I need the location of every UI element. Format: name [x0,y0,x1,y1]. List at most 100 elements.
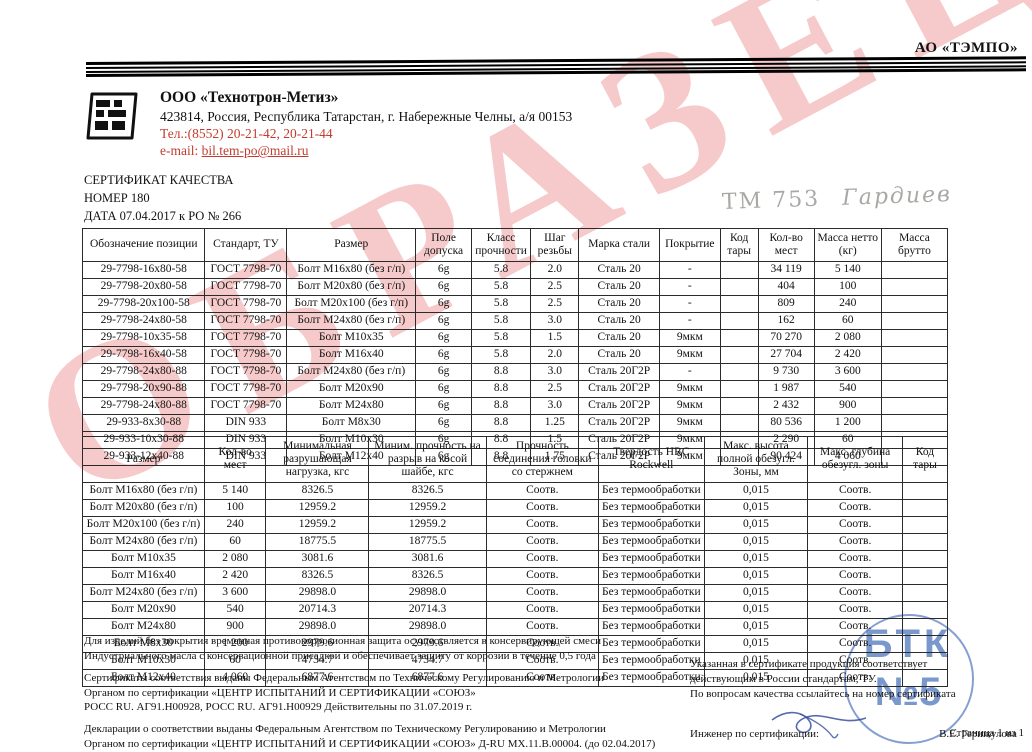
table-row: 29-7798-24x80-88 ГОСТ 7798-70 Болт M24x80 … [81,362,949,381]
mech-cell-r5-c5: Без термообработки [598,566,705,585]
products-cell-r7-c3: 6g [415,379,472,398]
products-cell-r8-c2: Болт M24x80 [286,396,417,415]
mech-cell-r8-c2: 29898.0 [265,617,370,636]
mech-cell-r7-c3: 20714.3 [368,600,487,619]
products-cell-r5-c6: Сталь 20 [578,345,660,364]
products-cell-r7-c8 [719,379,759,398]
mech-cell-r2-c6: 0,015 [703,515,809,534]
products-cell-r4-c9: 70 270 [757,328,815,347]
mech-cell-r7-c0: Болт M20x90 [82,600,205,619]
mech-cell-r8-c0: Болт M24x80 [82,617,205,636]
mech-cell-r1-c5: Без термообработки [598,498,705,517]
mech-cell-r1-c4: Соотв. [485,498,600,517]
products-cell-r9-c5: 1.25 [530,413,580,432]
products-cell-r7-c1: ГОСТ 7798-70 [204,379,288,398]
products-cell-r3-c9: 162 [757,311,815,330]
mech-cell-r5-c6: 0,015 [703,566,809,585]
products-cell-r9-c3: 6g [415,413,472,432]
mech-cell-r7-c2: 20714.3 [265,600,370,619]
products-cell-r1-c8 [719,277,759,296]
products-cell-r1-c9: 404 [757,277,815,296]
mech-col-header-8: Код тары [901,436,949,483]
products-cell-r9-c8 [719,413,759,432]
table-row: 29-7798-16x80-58 ГОСТ 7798-70 Болт M16x80 … [81,260,949,279]
footer-note-line-4: Органом по сертификации «ЦЕНТР ИСПЫТАНИЙ… [84,686,476,699]
mech-cell-r3-c3: 18775.5 [368,532,487,551]
products-cell-r7-c7: 9мкм [658,379,721,398]
mech-cell-r5-c8 [901,566,949,585]
products-cell-r3-c7: - [658,311,721,330]
products-cell-r5-c7: 9мкм [658,345,721,364]
mech-cell-r11-c1: 4 060 [203,668,267,687]
header-rule-lines [86,56,1026,78]
products-cell-r0-c6: Сталь 20 [578,260,660,279]
mech-cell-r3-c5: Без термообработки [598,532,705,551]
mech-cell-r0-c2: 8326.5 [265,481,370,500]
products-cell-r2-c7: - [658,294,721,313]
table-row: 29-7798-10x35-58 ГОСТ 7798-70 Болт M10x35 6… [81,328,949,347]
products-cell-r1-c10: 100 [813,277,882,296]
mech-cell-r1-c1: 100 [203,498,267,517]
mech-cell-r1-c0: Болт M20x80 (без г/п) [82,498,205,517]
mech-cell-r6-c3: 29898.0 [368,583,487,602]
table-row: 29-7798-20x90-88 ГОСТ 7798-70 Болт M20x90 6… [81,379,949,398]
table-row: Болт M10x30 60 4734.7 4734.7 Соотв. Без термо… [82,651,949,670]
mech-cell-r0-c5: Без термообработки [598,481,705,500]
email-link[interactable]: bil.tem-po@mail.ru [201,143,309,159]
products-cell-r9-c1: DIN 933 [204,413,288,432]
table-row: 29-933-8x30-88 DIN 933 Болт M8x30 6g 8.8 1.25… [81,413,949,432]
mech-cell-r6-c8 [901,583,949,602]
products-cell-r0-c1: ГОСТ 7798-70 [204,260,288,279]
mech-cell-r1-c2: 12959.2 [265,498,370,517]
table-row: Болт M16x80 (без г/п) 5 140 8326.5 8326.5 Со… [82,481,949,500]
products-cell-r3-c5: 3.0 [530,311,580,330]
products-cell-r2-c3: 6g [415,294,472,313]
table-row: 29-7798-16x40-58 ГОСТ 7798-70 Болт M16x40 6… [81,345,949,364]
products-col-header-0: Обозначение позиции [81,228,206,262]
mech-cell-r8-c7: Соотв. [807,617,903,636]
table-row: 29-7798-20x80-58 ГОСТ 7798-70 Болт M20x80 … [81,277,949,296]
products-cell-r8-c8 [719,396,759,415]
mech-cell-r3-c1: 60 [203,532,267,551]
mech-cell-r3-c4: Соотв. [485,532,600,551]
products-cell-r0-c9: 34 119 [757,260,815,279]
table-row: 29-7798-24x80-58 ГОСТ 7798-70 Болт M24x80 … [81,311,949,330]
products-cell-r3-c4: 5.8 [470,311,532,330]
mech-cell-r6-c1: 3 600 [203,583,267,602]
table-row: Болт M8x30 1 200 2979.6 2979.6 Соотв. Без тер… [82,634,949,653]
products-cell-r3-c2: Болт M24x80 (без г/п) [286,311,417,330]
mech-col-header-3: Миним. прочность на разрыв на косой шайб… [368,436,487,483]
products-cell-r3-c6: Сталь 20 [578,311,660,330]
products-cell-r2-c1: ГОСТ 7798-70 [204,294,288,313]
products-cell-r6-c8 [719,362,759,381]
products-col-header-6: Марка стали [578,228,660,262]
mech-cell-r0-c3: 8326.5 [368,481,487,500]
table-row: Болт M20x100 (без г/п) 240 12959.2 12959.2 С… [82,515,949,534]
signature-label: Инженер по сертификации: [690,727,820,740]
products-cell-r7-c9: 1 987 [757,379,815,398]
company-phone: Тел.:(8552) 20-21-42, 20-21-44 [160,126,333,142]
mech-cell-r3-c2: 18775.5 [265,532,370,551]
signatory-name: В.Е. Гершкулова [939,727,1017,740]
mech-cell-r3-c7: Соотв. [807,532,903,551]
products-cell-r8-c1: ГОСТ 7798-70 [204,396,288,415]
products-cell-r5-c5: 2.0 [530,345,580,364]
mech-cell-r6-c4: Соотв. [485,583,600,602]
products-cell-r8-c6: Сталь 20Г2Р [578,396,660,415]
products-col-header-8: Код тары [719,228,759,262]
mech-cell-r11-c5: Без термообработки [598,668,705,687]
footer-note-line-5: РОСС RU. АГ91.Н00928, РОСС RU. АГ91.Н009… [84,701,473,714]
products-cell-r9-c2: Болт M8x30 [286,413,417,432]
mech-cell-r0-c7: Соотв. [807,481,903,500]
table-row: Болт M24x80 (без г/п) 60 18775.5 18775.5 Соо… [82,532,949,551]
table-header-row: Обозначение позиции Стандарт, ТУ Размер Пол… [81,228,949,262]
footer-note-line-3: Сертификаты соответствия выданы Федераль… [84,671,604,684]
mech-cell-r2-c5: Без термообработки [598,515,705,534]
products-cell-r5-c9: 27 704 [757,345,815,364]
products-col-header-7: Покрытие [658,228,721,262]
products-cell-r8-c5: 3.0 [530,396,580,415]
products-cell-r5-c11 [880,345,949,364]
mech-cell-r4-c3: 3081.6 [368,549,487,568]
products-cell-r9-c9: 80 536 [757,413,815,432]
table-row: Болт M24x80 (без г/п) 3 600 29898.0 29898.0… [82,583,949,602]
